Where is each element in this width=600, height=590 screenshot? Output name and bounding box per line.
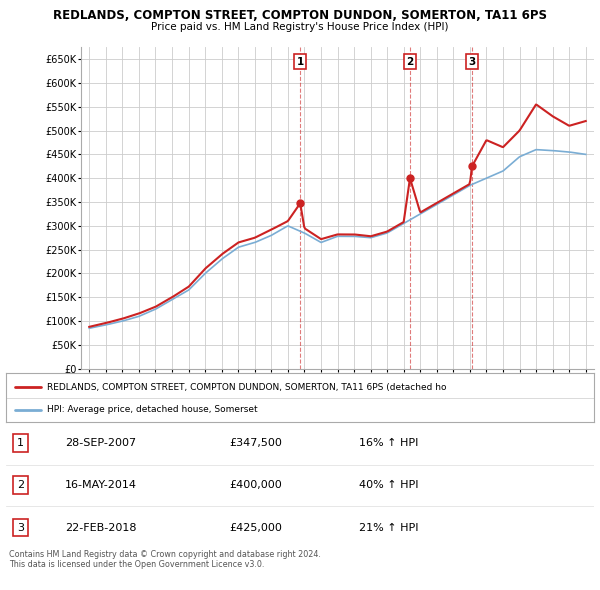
Text: 3: 3 [17,523,24,533]
Text: 40% ↑ HPI: 40% ↑ HPI [359,480,418,490]
Text: REDLANDS, COMPTON STREET, COMPTON DUNDON, SOMERTON, TA11 6PS (detached ho: REDLANDS, COMPTON STREET, COMPTON DUNDON… [47,382,446,392]
Text: 2: 2 [406,57,413,67]
Text: 1: 1 [296,57,304,67]
Text: 28-SEP-2007: 28-SEP-2007 [65,438,136,448]
Text: 16% ↑ HPI: 16% ↑ HPI [359,438,418,448]
Text: 1: 1 [17,438,24,448]
Text: 21% ↑ HPI: 21% ↑ HPI [359,523,418,533]
Text: Contains HM Land Registry data © Crown copyright and database right 2024.
This d: Contains HM Land Registry data © Crown c… [9,550,321,569]
Text: Price paid vs. HM Land Registry's House Price Index (HPI): Price paid vs. HM Land Registry's House … [151,22,449,32]
Text: £400,000: £400,000 [229,480,282,490]
Text: HPI: Average price, detached house, Somerset: HPI: Average price, detached house, Some… [47,405,258,414]
Text: £347,500: £347,500 [229,438,283,448]
Text: 2: 2 [17,480,24,490]
Text: £425,000: £425,000 [229,523,283,533]
Text: 3: 3 [469,57,476,67]
Text: 22-FEB-2018: 22-FEB-2018 [65,523,136,533]
Text: REDLANDS, COMPTON STREET, COMPTON DUNDON, SOMERTON, TA11 6PS: REDLANDS, COMPTON STREET, COMPTON DUNDON… [53,9,547,22]
Text: 16-MAY-2014: 16-MAY-2014 [65,480,137,490]
